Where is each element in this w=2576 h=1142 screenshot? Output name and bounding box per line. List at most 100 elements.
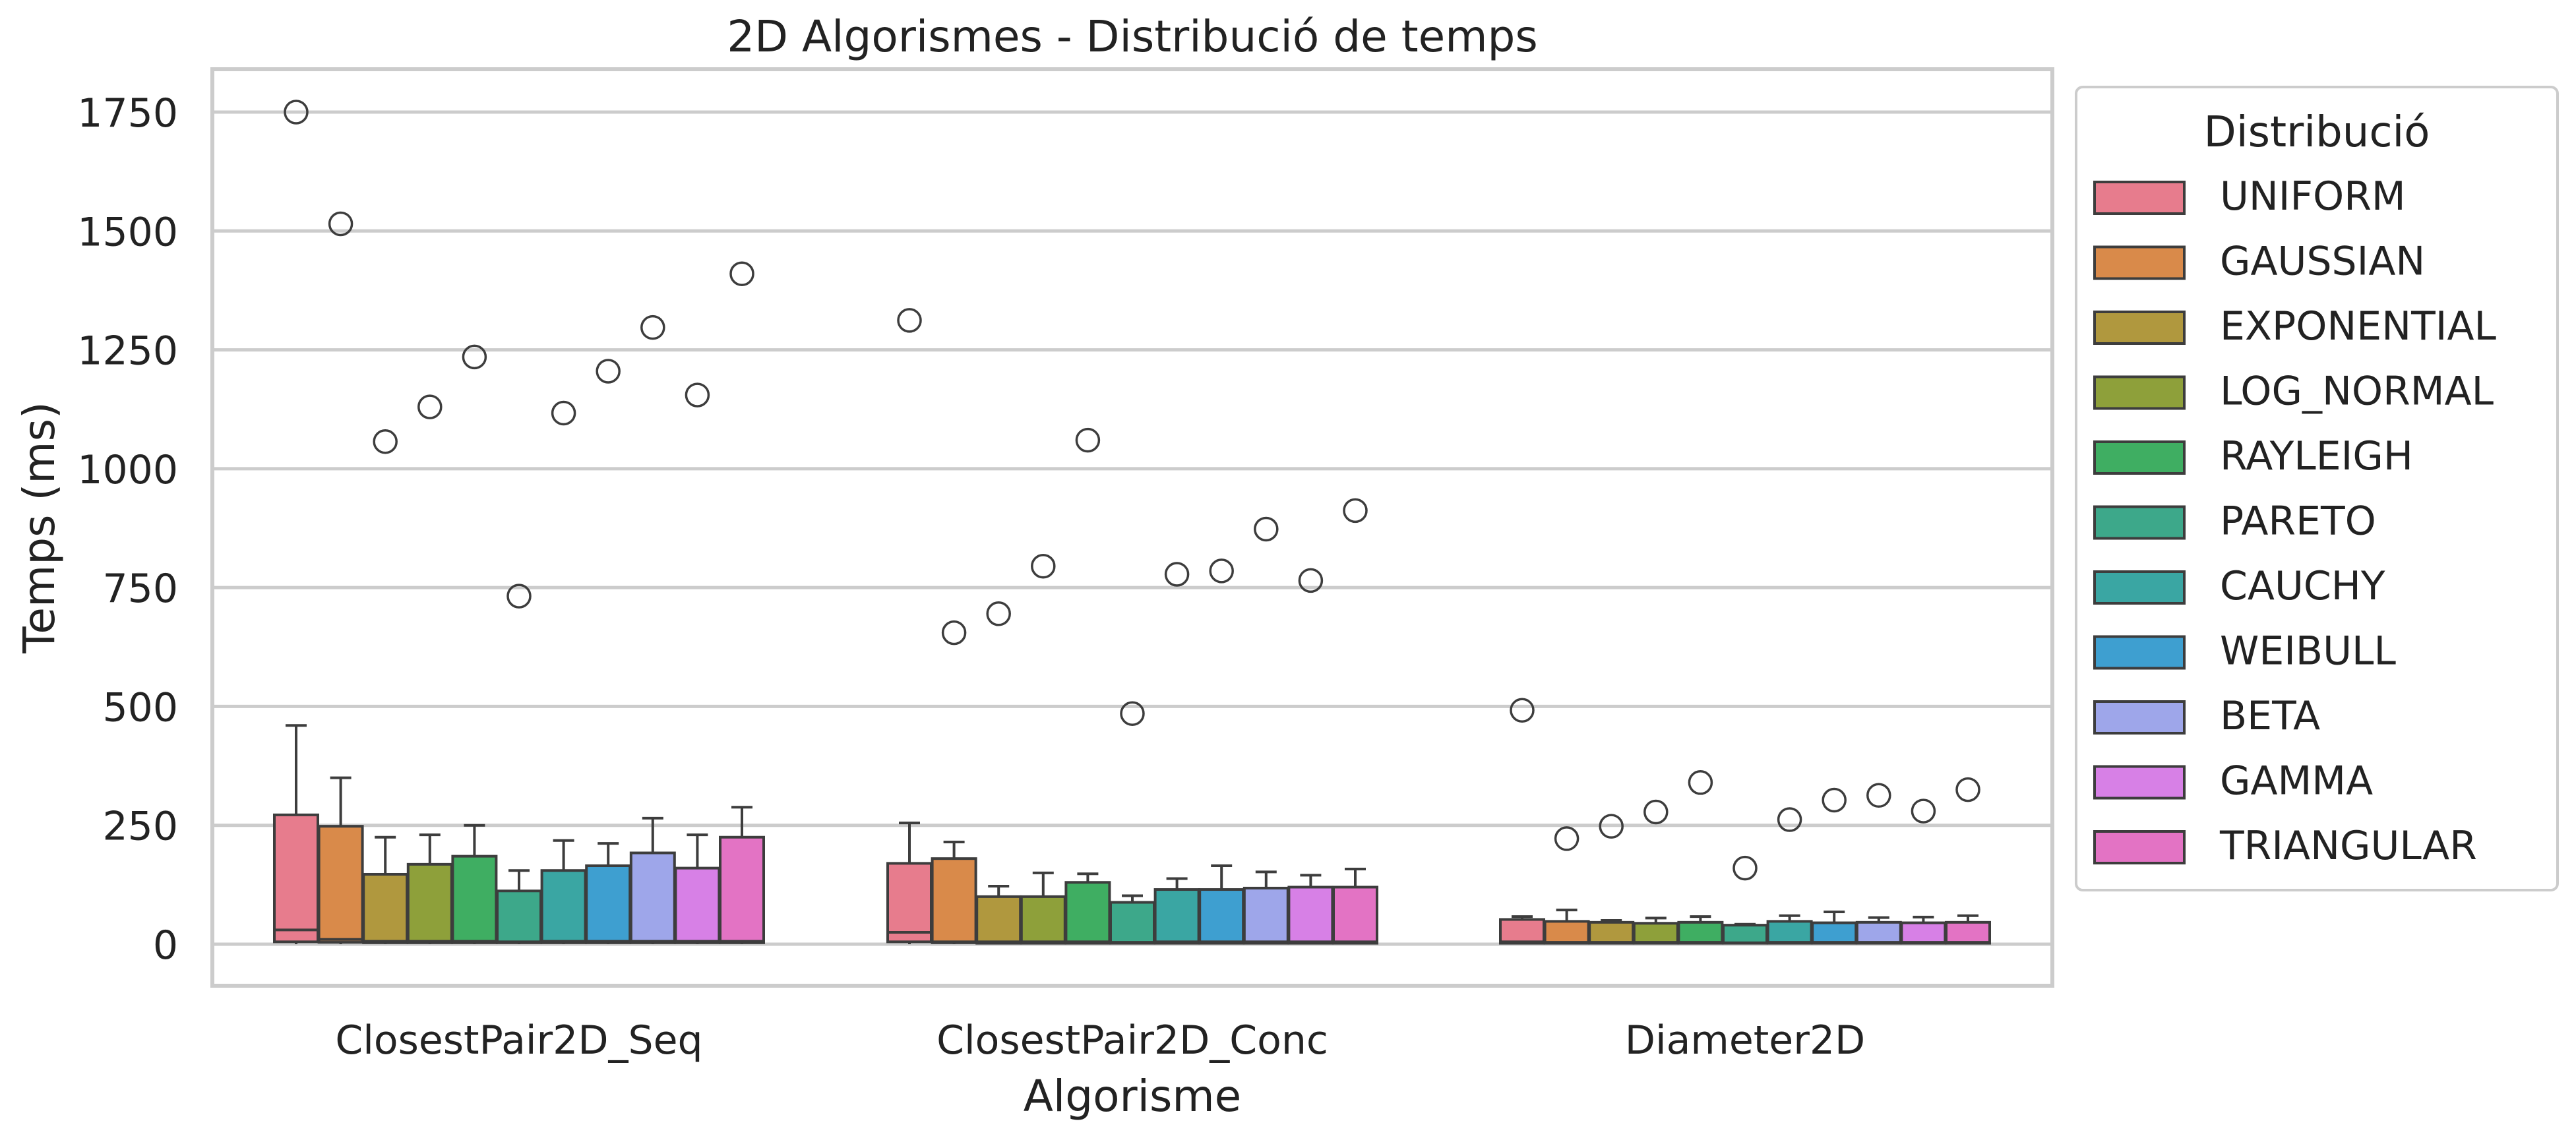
y-axis-label: Temps (ms) <box>14 402 65 653</box>
box-body <box>719 835 765 944</box>
legend-label: PARETO <box>2220 498 2376 545</box>
box-body <box>1153 888 1200 945</box>
box-body <box>1632 922 1679 945</box>
box-body <box>1588 920 1635 945</box>
box-triangular <box>1332 498 1378 945</box>
outlier-point <box>986 601 1011 626</box>
outlier-point <box>596 359 621 384</box>
outlier-point <box>506 584 532 609</box>
x-tick-label: ClosestPair2D_Seq <box>335 1017 702 1064</box>
box-body <box>1287 886 1334 945</box>
legend: Distribució UNIFORM GAUSSIAN EXPONENTIAL LO… <box>2075 86 2559 891</box>
box-pareto <box>1722 855 1768 945</box>
box-body <box>1766 920 1813 945</box>
box-log-normal <box>1632 799 1679 945</box>
x-tick-labels: ClosestPair2D_Seq ClosestPair2D_Conc Diame… <box>335 1017 1865 1064</box>
box-uniform <box>1499 698 1545 945</box>
y-tick-label: 750 <box>102 566 178 612</box>
legend-swatch-exponential <box>2093 311 2186 345</box>
legend-label: TRIANGULAR <box>2219 823 2477 869</box>
outlier-point <box>1688 770 1713 795</box>
box-body <box>1020 895 1066 945</box>
box-body <box>1543 920 1590 945</box>
box-rayleigh <box>1677 770 1724 945</box>
box-body <box>273 813 319 944</box>
outlier-point <box>1777 807 1802 832</box>
box-body <box>451 855 498 944</box>
box-body <box>1677 920 1724 945</box>
box-layer <box>273 100 1991 945</box>
box-body <box>975 895 1022 945</box>
outlier-point <box>640 315 665 340</box>
outlier-point <box>284 100 309 125</box>
outlier-point <box>417 394 443 419</box>
legend-title: Distribució <box>2204 108 2430 157</box>
outlier-point <box>685 382 710 407</box>
box-gamma <box>1287 568 1334 945</box>
box-body <box>362 872 409 944</box>
outlier-point <box>328 211 353 237</box>
plot-frame <box>210 67 2054 988</box>
box-gaussian <box>317 211 364 944</box>
legend-swatch-triangular <box>2093 830 2186 864</box>
outlier-point <box>897 308 922 333</box>
legend-swatch-cauchy <box>2093 570 2186 605</box>
box-triangular <box>1945 777 1991 945</box>
box-body <box>540 869 587 944</box>
x-tick-label: Diameter2D <box>1625 1017 1865 1064</box>
legend-label: LOG_NORMAL <box>2220 369 2494 415</box>
outlier-point <box>1643 799 1669 825</box>
chart-title: 2D Algorismes - Distribució de temps <box>727 11 1538 62</box>
box-body <box>931 857 977 944</box>
legend-swatch-gamma <box>2093 765 2186 800</box>
legend-label: CAUCHY <box>2220 563 2385 609</box>
box-gaussian <box>1543 826 1590 945</box>
box-exponential <box>362 429 409 944</box>
box-beta <box>1242 516 1289 945</box>
outlier-point <box>1911 798 1936 824</box>
box-pareto <box>496 584 542 944</box>
y-tick-label: 1500 <box>77 209 178 255</box>
box-exponential <box>1588 814 1635 945</box>
outlier-point <box>1120 701 1145 726</box>
legend-label: BETA <box>2220 693 2320 739</box>
legend-label: WEIBULL <box>2220 628 2396 675</box>
legend-label: GAUSSIAN <box>2220 239 2425 285</box>
box-cauchy <box>540 400 587 944</box>
box-body <box>674 866 721 944</box>
box-body <box>629 851 676 944</box>
box-body <box>1109 901 1155 945</box>
outlier-point <box>1343 498 1368 524</box>
box-pareto <box>1109 701 1155 945</box>
box-rayleigh <box>1064 427 1111 945</box>
x-axis-label: Algorisme <box>1024 1071 1242 1122</box>
box-cauchy <box>1766 807 1813 945</box>
legend-swatch-gaussian <box>2093 245 2186 280</box>
y-tick-labels: 0 250 500 750 1000 1250 1500 1750 <box>77 90 178 969</box>
outlier-point <box>1164 562 1190 587</box>
box-log-normal <box>406 394 453 944</box>
legend-label: EXPONENTIAL <box>2220 303 2496 349</box>
outlier-point <box>462 344 487 370</box>
y-tick-label: 500 <box>102 684 178 731</box>
legend-swatch-uniform <box>2093 181 2186 215</box>
legend-swatch-weibull <box>2093 635 2186 670</box>
outlier-point <box>1866 783 1891 808</box>
box-uniform <box>886 308 933 944</box>
y-tick-label: 1750 <box>77 90 178 136</box>
box-body <box>1722 924 1768 945</box>
outlier-point <box>1209 558 1234 584</box>
outlier-point <box>729 261 754 286</box>
box-body <box>1499 918 1545 945</box>
box-weibull <box>1198 558 1245 945</box>
outlier-point <box>373 429 398 454</box>
outlier-point <box>551 400 576 426</box>
y-tick-label: 1250 <box>77 328 178 375</box>
y-tick-label: 250 <box>102 804 178 850</box>
outlier-point <box>941 620 967 646</box>
box-body <box>1945 920 1991 945</box>
outlier-point <box>1254 516 1279 542</box>
box-log-normal <box>1020 553 1066 945</box>
box-body <box>1855 920 1902 945</box>
